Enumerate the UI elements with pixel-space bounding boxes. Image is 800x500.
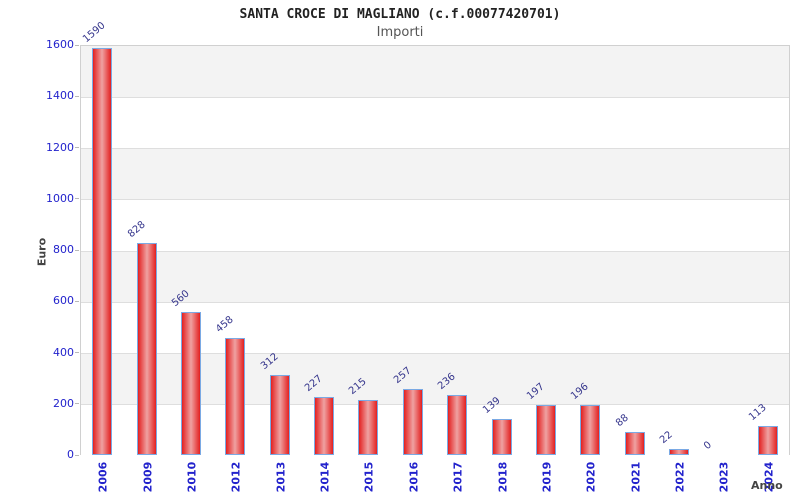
x-tick-label: 2021	[629, 461, 643, 493]
y-tick-mark	[75, 249, 79, 251]
gridline	[81, 404, 789, 406]
bar-2006	[92, 47, 113, 455]
y-tick-label: 0	[67, 448, 74, 461]
y-tick-label: 1200	[46, 140, 74, 154]
bar-2009	[136, 242, 157, 455]
x-tick-label: 2015	[362, 461, 376, 493]
y-tick-mark	[75, 300, 79, 302]
bar-2024	[757, 426, 778, 455]
y-tick-mark	[75, 44, 79, 46]
gridline	[81, 199, 789, 201]
x-tick-label: 2017	[451, 461, 465, 493]
x-tick-label: 2012	[229, 461, 243, 493]
bar-2018	[491, 419, 512, 455]
bar-2014	[314, 396, 335, 455]
y-tick-mark	[75, 198, 79, 200]
x-tick-label: 2019	[540, 461, 554, 493]
x-tick-label: 2018	[496, 461, 510, 493]
x-tick-label: 2014	[318, 461, 332, 493]
bar-2019	[535, 404, 556, 455]
bar-2020	[580, 404, 601, 455]
plot-band	[81, 97, 789, 149]
y-tick-label: 800	[53, 243, 74, 256]
plot-band	[81, 46, 789, 98]
bar-2016	[402, 389, 423, 455]
y-tick-mark	[75, 403, 79, 405]
gridline	[81, 96, 789, 98]
x-tick-label: 2009	[141, 461, 155, 493]
y-tick-mark	[75, 95, 79, 97]
x-tick-label: 2016	[407, 461, 421, 493]
bar-2017	[447, 394, 468, 455]
gridline	[81, 148, 789, 149]
chart-subtitle: Importi	[376, 25, 424, 40]
bar-2012	[225, 337, 246, 455]
x-axis-title: Anno	[751, 479, 783, 492]
chart-title: SANTA CROCE DI MAGLIANO (c.f.00077420701…	[239, 7, 561, 22]
gridline	[81, 353, 789, 354]
y-tick-label: 400	[53, 345, 74, 359]
bar-2010	[180, 311, 201, 455]
plot-band	[81, 199, 789, 251]
y-tick-label: 1000	[46, 191, 74, 205]
y-tick-mark	[75, 147, 79, 148]
gridline	[81, 301, 789, 303]
bar-2022	[669, 449, 690, 455]
x-tick-label: 2020	[584, 461, 598, 493]
x-tick-label: 2023	[717, 461, 731, 493]
y-tick-label: 1600	[46, 38, 74, 51]
x-tick-label: 2022	[673, 461, 687, 493]
y-tick-label: 200	[53, 396, 74, 410]
bar-2015	[358, 399, 379, 455]
x-tick-label: 2013	[274, 461, 288, 493]
bar-2021	[624, 432, 645, 455]
plot-band	[81, 251, 789, 303]
y-axis-title: Euro	[35, 237, 49, 267]
y-tick-label: 1400	[46, 89, 74, 103]
y-tick-label: 600	[53, 294, 74, 308]
y-tick-mark	[75, 454, 79, 456]
x-tick-label: 2006	[96, 461, 110, 493]
gridline	[81, 250, 789, 252]
x-tick-label: 2010	[185, 461, 199, 493]
y-tick-mark	[75, 352, 79, 353]
bar-2013	[269, 375, 290, 455]
plot-band	[81, 148, 789, 200]
